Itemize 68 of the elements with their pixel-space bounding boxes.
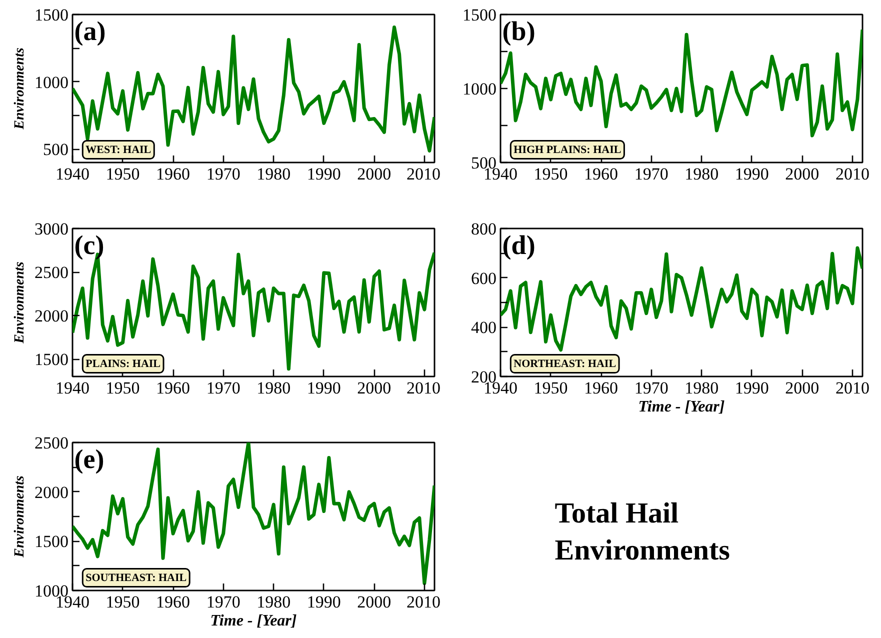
x-tick-label: 1990: [306, 164, 341, 184]
y-axis-title: Environments: [12, 475, 28, 558]
x-tick-label: 1950: [106, 164, 140, 184]
annotation: (b): [502, 16, 536, 46]
x-tick-label: 2010: [406, 592, 440, 612]
x-tick-label: 1970: [206, 164, 240, 184]
annotation: (e): [74, 444, 104, 474]
x-tick-label: 1970: [634, 378, 668, 398]
y-tick-label: 3000: [34, 220, 68, 238]
y-tick-label: 2500: [34, 263, 68, 282]
y-axis-title: Environments: [12, 47, 28, 130]
y-tick-label: 1500: [34, 350, 68, 370]
x-tick-label: 1990: [734, 378, 769, 398]
x-tick-label: 1960: [156, 164, 190, 184]
x-tick-label: 1980: [256, 592, 291, 612]
x-tick-label: 2000: [357, 592, 392, 612]
y-tick-label: 800: [471, 220, 496, 238]
x-tick-label: 1980: [256, 164, 291, 184]
x-tick-label: 1980: [256, 378, 291, 398]
y-tick-label: 2500: [34, 434, 68, 452]
y-axis-title: Environments: [12, 261, 28, 344]
annotation: NORTHEAST: HAIL: [514, 358, 616, 370]
text: Total Hail Environments: [554, 498, 730, 567]
x-tick-label: 1980: [684, 164, 719, 184]
x-tick-label: 1970: [634, 164, 668, 184]
y-tick-label: 600: [471, 268, 496, 288]
x-tick-label: 1960: [584, 164, 618, 184]
x-tick-label: 2000: [357, 164, 392, 184]
x-tick-label: 1970: [206, 378, 240, 398]
x-axis-title: Time - [Year]: [638, 398, 725, 416]
y-tick-label: 2000: [34, 482, 68, 502]
x-tick-label: 2010: [835, 164, 870, 184]
x-tick-label: 2000: [357, 378, 392, 398]
y-tick-label: 2000: [34, 306, 68, 326]
x-tick-label: 1980: [684, 378, 719, 398]
x-tick-label: 1990: [734, 164, 769, 184]
x-tick-label: 2010: [406, 164, 440, 184]
x-tick-label: 1960: [156, 378, 190, 398]
x-tick-label: 1990: [306, 378, 341, 398]
x-tick-label: 2010: [835, 378, 870, 398]
annotation: PLAINS: HAIL: [86, 358, 161, 370]
x-tick-label: 1950: [106, 592, 140, 612]
annotation: (c): [74, 230, 104, 260]
y-tick-label: 1500: [462, 6, 496, 24]
y-tick-label: 1500: [34, 532, 68, 552]
x-tick-label: 1950: [534, 378, 568, 398]
annotation: SOUTHEAST: HAIL: [86, 572, 187, 584]
x-tick-label: 1950: [534, 164, 568, 184]
x-tick-label: 2000: [785, 164, 820, 184]
y-tick-label: 400: [471, 318, 496, 338]
x-tick-label: 2010: [406, 378, 440, 398]
y-tick-label: 500: [43, 140, 68, 160]
x-tick-label: 1940: [56, 164, 90, 184]
y-tick-label: 1000: [34, 72, 68, 92]
annotation: HIGH PLAINS: HAIL: [514, 144, 622, 156]
annotation: WEST: HAIL: [86, 144, 152, 156]
x-tick-label: 1990: [306, 592, 341, 612]
y-tick-label: 1500: [34, 6, 68, 24]
annotation: (a): [74, 16, 106, 46]
x-axis-title: Time - [Year]: [210, 612, 297, 630]
x-tick-label: 1960: [584, 378, 618, 398]
x-tick-label: 1940: [56, 378, 90, 398]
y-tick-label: 1000: [462, 80, 496, 98]
x-tick-label: 2000: [785, 378, 820, 398]
x-tick-label: 1950: [106, 378, 140, 398]
x-tick-label: 1970: [206, 592, 240, 612]
x-tick-label: 1960: [156, 592, 190, 612]
annotation: (d): [502, 230, 536, 260]
